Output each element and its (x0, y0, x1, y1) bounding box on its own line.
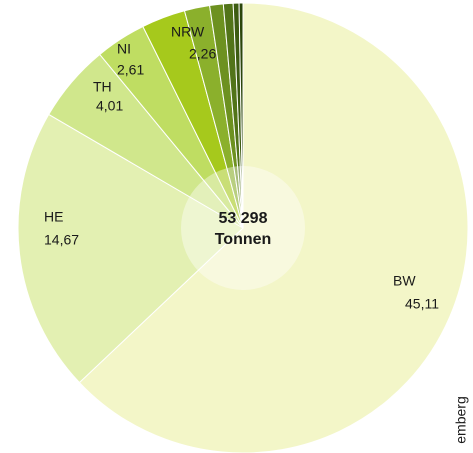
slice-value: 2,26 (189, 46, 216, 62)
pie-slice (78, 2, 469, 453)
center-label: Tonnen (215, 231, 272, 248)
slice-value: 2,61 (117, 62, 144, 78)
center-disc (181, 166, 305, 290)
center-label: 53 298 (219, 210, 268, 227)
slice-label: NRW (171, 24, 205, 40)
slice-label: BW (393, 273, 416, 289)
slice-value: 4,01 (96, 98, 123, 114)
slice-label: HE (44, 209, 63, 225)
pie-slice (17, 113, 244, 384)
slice-label: TH (93, 79, 112, 95)
pie-slice (238, 2, 244, 229)
slice-value: 45,11 (405, 296, 439, 312)
slice-label: NI (117, 41, 131, 57)
caption: emberg (453, 396, 469, 443)
slice-value: 14,67 (44, 232, 79, 248)
